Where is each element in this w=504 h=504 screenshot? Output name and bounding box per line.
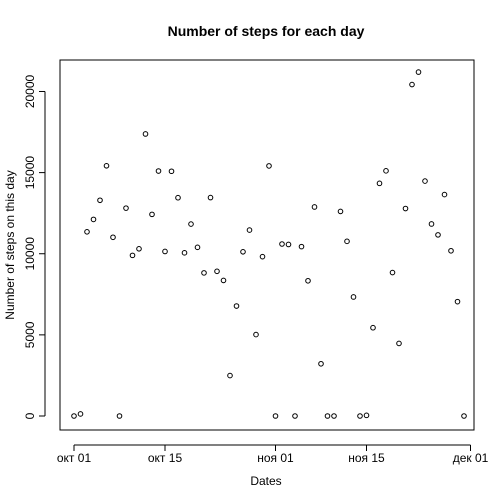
- data-point: [142, 131, 149, 137]
- data-point: [207, 194, 214, 201]
- data-point: [370, 324, 376, 331]
- data-point: [292, 413, 298, 419]
- data-point: [383, 168, 389, 174]
- data-point: [331, 413, 337, 419]
- data-point: [175, 194, 181, 201]
- data-point: [220, 277, 227, 284]
- data-point: [149, 211, 155, 218]
- y-tick-label: 0: [23, 412, 37, 419]
- data-point: [376, 180, 383, 187]
- data-point: [77, 411, 84, 417]
- data-point: [201, 270, 207, 276]
- data-point: [181, 250, 188, 256]
- data-point: [363, 412, 370, 419]
- x-tick-label: окт 15: [148, 451, 183, 465]
- data-point: [279, 241, 285, 247]
- data-point: [298, 243, 305, 250]
- data-point: [188, 221, 194, 227]
- data-point: [162, 248, 168, 255]
- data-point: [233, 303, 240, 309]
- y-axis: 0 5000 10000 15000 20000: [23, 74, 46, 419]
- y-tick-label: 10000: [23, 237, 37, 271]
- data-point: [409, 81, 415, 88]
- data-point: [103, 162, 110, 169]
- data-point: [435, 232, 441, 238]
- data-point: [97, 197, 103, 204]
- data-point: [344, 238, 350, 245]
- data-point: [246, 227, 253, 233]
- x-tick-label: дек 01: [453, 451, 489, 465]
- data-points: [71, 69, 467, 419]
- data-point: [253, 331, 259, 338]
- x-tick-label: ноя 15: [348, 451, 385, 465]
- data-point: [357, 413, 363, 419]
- data-point: [155, 168, 162, 174]
- data-point: [227, 372, 233, 379]
- data-point: [324, 413, 331, 419]
- data-point: [441, 191, 448, 198]
- data-point: [396, 340, 402, 347]
- data-point: [337, 208, 344, 215]
- data-point: [448, 247, 454, 254]
- data-point: [259, 253, 266, 260]
- data-point: [168, 168, 175, 175]
- data-point: [129, 252, 136, 259]
- data-point: [110, 234, 116, 241]
- data-point: [311, 204, 318, 210]
- data-point: [123, 205, 129, 211]
- x-axis-label: Dates: [250, 474, 281, 488]
- data-point: [350, 294, 357, 300]
- x-tick-label: окт 01: [57, 451, 92, 465]
- data-point: [389, 269, 396, 276]
- data-point: [266, 163, 272, 169]
- y-axis-label: Number of steps on this day: [3, 170, 17, 319]
- data-point: [461, 413, 467, 419]
- data-point: [428, 221, 435, 227]
- y-tick-label: 5000: [23, 321, 37, 348]
- data-point: [84, 229, 90, 235]
- data-point: [240, 249, 246, 255]
- x-axis: окт 01 окт 15 ноя 01 ноя 15 дек 01: [57, 444, 489, 465]
- data-point: [136, 246, 142, 252]
- data-point: [422, 178, 428, 184]
- data-point: [272, 413, 279, 419]
- data-point: [90, 216, 97, 223]
- data-point: [305, 277, 311, 284]
- y-tick-label: 20000: [23, 74, 37, 108]
- data-point: [71, 413, 77, 419]
- data-point: [454, 298, 461, 305]
- chart-title: Number of steps for each day: [168, 23, 365, 39]
- x-tick-label: ноя 01: [257, 451, 294, 465]
- data-point: [318, 360, 324, 367]
- data-point: [285, 241, 292, 248]
- y-tick-label: 15000: [23, 156, 37, 190]
- plot-frame: [59, 59, 475, 431]
- data-point: [116, 413, 123, 419]
- data-point: [415, 69, 422, 75]
- data-point: [402, 205, 409, 212]
- data-point: [194, 244, 201, 251]
- data-point: [214, 268, 220, 275]
